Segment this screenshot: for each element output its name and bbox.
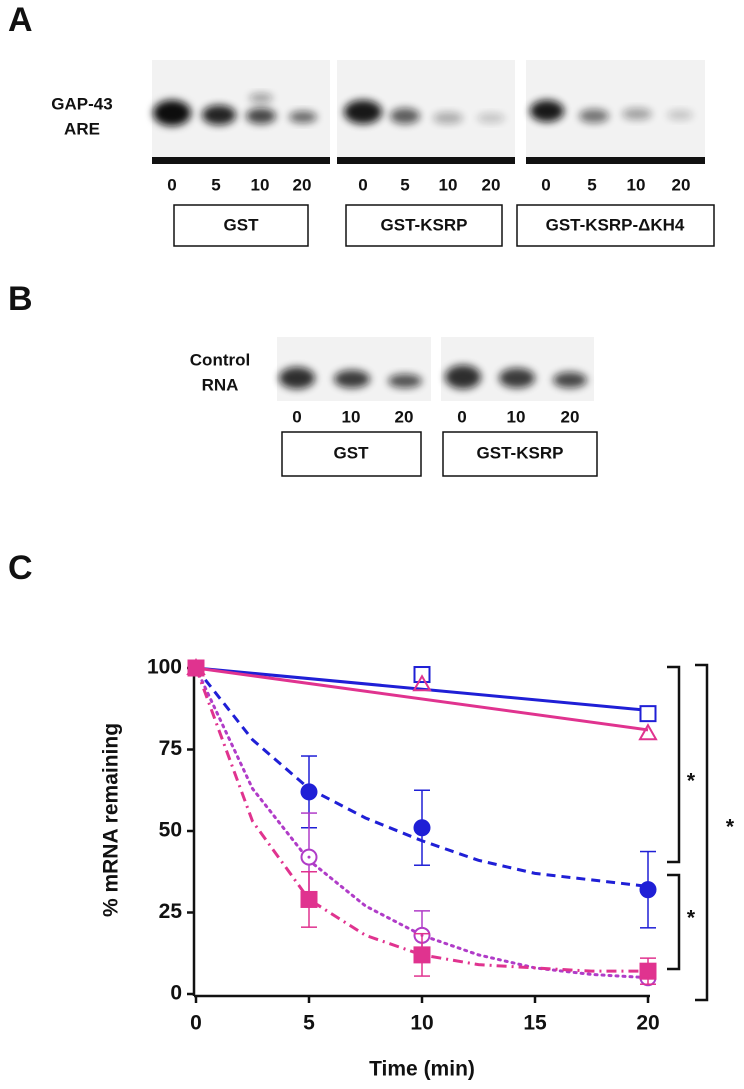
point (638, 723, 658, 741)
lane-label: 20 (293, 175, 312, 194)
y-tick-label: 100 (147, 656, 182, 679)
point (639, 705, 657, 723)
y-axis-label: % mRNA remaining (100, 723, 123, 917)
lane-label: 10 (507, 407, 526, 426)
significance-star: * (687, 907, 696, 930)
lane-label: 0 (457, 407, 466, 426)
point (187, 659, 205, 677)
lane-label: 0 (167, 175, 176, 194)
group-label: GST-KSRP (477, 443, 564, 462)
panel-letter: A (8, 1, 33, 39)
lane-label: 0 (541, 175, 550, 194)
significance-star: * (726, 816, 735, 839)
lane-label: 10 (627, 175, 646, 194)
x-axis-label: Time (min) (369, 1058, 475, 1081)
panel-letter: C (8, 549, 33, 587)
gel-a (152, 60, 715, 247)
point (413, 819, 431, 837)
y-tick-label: 50 (159, 819, 182, 842)
lane-label: 20 (395, 407, 414, 426)
fit-line (195, 666, 649, 732)
lane-label: 5 (211, 175, 220, 194)
row-label: RNA (202, 375, 239, 394)
lane-label: 20 (482, 175, 501, 194)
lane-label: 0 (292, 407, 301, 426)
x-tick-label: 10 (410, 1012, 433, 1035)
x-tick-label: 20 (636, 1012, 659, 1035)
point (412, 674, 432, 692)
lane-label: 10 (439, 175, 458, 194)
row-label: Control (190, 350, 250, 369)
row-label: ARE (64, 119, 100, 138)
point (300, 890, 318, 908)
lane-label: 0 (358, 175, 367, 194)
point (413, 946, 431, 964)
lane-label: 20 (672, 175, 691, 194)
significance-star: * (687, 770, 696, 793)
point (639, 881, 657, 899)
group-label: GST (334, 443, 370, 462)
significance-brackets (667, 663, 709, 1002)
panel-letter: B (8, 280, 33, 318)
x-tick-label: 15 (523, 1012, 547, 1035)
y-tick-label: 25 (159, 900, 183, 923)
point (639, 962, 657, 980)
group-label: GST (224, 215, 260, 234)
fit-line (194, 666, 650, 980)
y-tick-label: 0 (170, 982, 182, 1005)
x-tick-label: 5 (303, 1012, 315, 1035)
lane-label: 5 (400, 175, 409, 194)
x-tick-label: 0 (190, 1012, 202, 1035)
y-tick-label: 75 (159, 737, 183, 760)
group-label: GST-KSRP (381, 215, 468, 234)
lane-label: 5 (587, 175, 596, 194)
gel-b (277, 337, 598, 477)
lane-label: 20 (561, 407, 580, 426)
point (300, 783, 318, 801)
row-label: GAP-43 (51, 94, 112, 113)
lane-label: 10 (251, 175, 270, 194)
point-center (307, 855, 311, 859)
fit-line (195, 666, 649, 712)
group-label: GST-KSRP-ΔKH4 (546, 215, 685, 234)
lane-label: 10 (342, 407, 361, 426)
